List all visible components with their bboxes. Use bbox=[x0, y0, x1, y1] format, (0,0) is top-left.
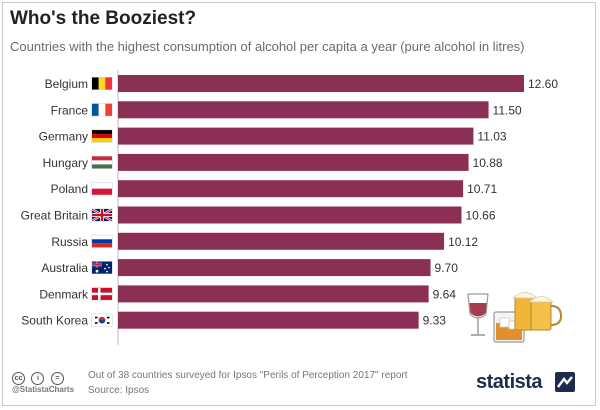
attribution-icon: i bbox=[31, 372, 45, 385]
category-label: Belgium bbox=[45, 77, 88, 91]
footer-source: Source: Ipsos bbox=[88, 385, 150, 396]
russia-flag bbox=[91, 234, 113, 248]
bar-hungary bbox=[118, 153, 469, 171]
category-label: Hungary bbox=[43, 156, 88, 170]
value-label: 11.50 bbox=[493, 103, 522, 117]
value-label: 11.03 bbox=[477, 130, 506, 144]
value-label: 10.66 bbox=[465, 209, 495, 223]
hungary-flag bbox=[91, 155, 113, 169]
category-label: Poland bbox=[51, 182, 88, 196]
license-icons: cc i = bbox=[12, 367, 66, 385]
germany-flag bbox=[91, 129, 113, 143]
bar-great-britain bbox=[118, 206, 462, 224]
france-flag bbox=[91, 103, 113, 117]
category-label: Great Britain bbox=[21, 209, 88, 223]
bar-poland bbox=[118, 180, 464, 198]
value-label: 10.12 bbox=[448, 235, 478, 249]
belgium-flag bbox=[91, 77, 113, 90]
bar-france bbox=[118, 101, 489, 119]
value-label: 9.64 bbox=[433, 287, 457, 301]
chart-frame bbox=[2, 2, 596, 406]
bar-germany bbox=[118, 127, 474, 145]
no-derivatives-icon: = bbox=[50, 372, 64, 385]
category-label: France bbox=[51, 103, 89, 117]
creative-commons-icon: cc bbox=[12, 372, 25, 385]
bar-south-korea bbox=[118, 311, 419, 329]
bar-russia bbox=[118, 232, 445, 250]
statista-logo: statista bbox=[476, 371, 543, 393]
footer-note: Out of 38 countries surveyed for Ipsos "… bbox=[88, 370, 408, 381]
great-britain-flag bbox=[91, 207, 113, 223]
chart-subtitle: Countries with the highest consumption o… bbox=[10, 39, 525, 54]
australia-flag bbox=[91, 261, 113, 275]
statista-handle: @StatistaCharts bbox=[12, 385, 75, 394]
chart-title: Who's the Booziest? bbox=[10, 8, 197, 29]
bar-australia bbox=[118, 259, 431, 277]
value-label: 9.33 bbox=[423, 314, 447, 328]
value-label: 10.88 bbox=[473, 156, 503, 170]
bar-belgium bbox=[118, 75, 524, 92]
category-label: Denmark bbox=[39, 287, 89, 301]
south-korea-flag bbox=[91, 313, 113, 327]
value-label: 10.71 bbox=[467, 182, 497, 196]
denmark-flag bbox=[91, 287, 113, 301]
category-label: Australia bbox=[41, 261, 88, 275]
value-label: 12.60 bbox=[528, 77, 558, 91]
category-label: Germany bbox=[39, 130, 88, 144]
category-label: Russia bbox=[51, 235, 88, 249]
statista-logo-icon bbox=[555, 372, 575, 392]
value-label: 9.70 bbox=[435, 261, 459, 275]
category-label: South Korea bbox=[21, 314, 88, 328]
poland-flag bbox=[91, 182, 113, 196]
drinks-illustration bbox=[467, 292, 563, 343]
bar-denmark bbox=[118, 285, 429, 303]
